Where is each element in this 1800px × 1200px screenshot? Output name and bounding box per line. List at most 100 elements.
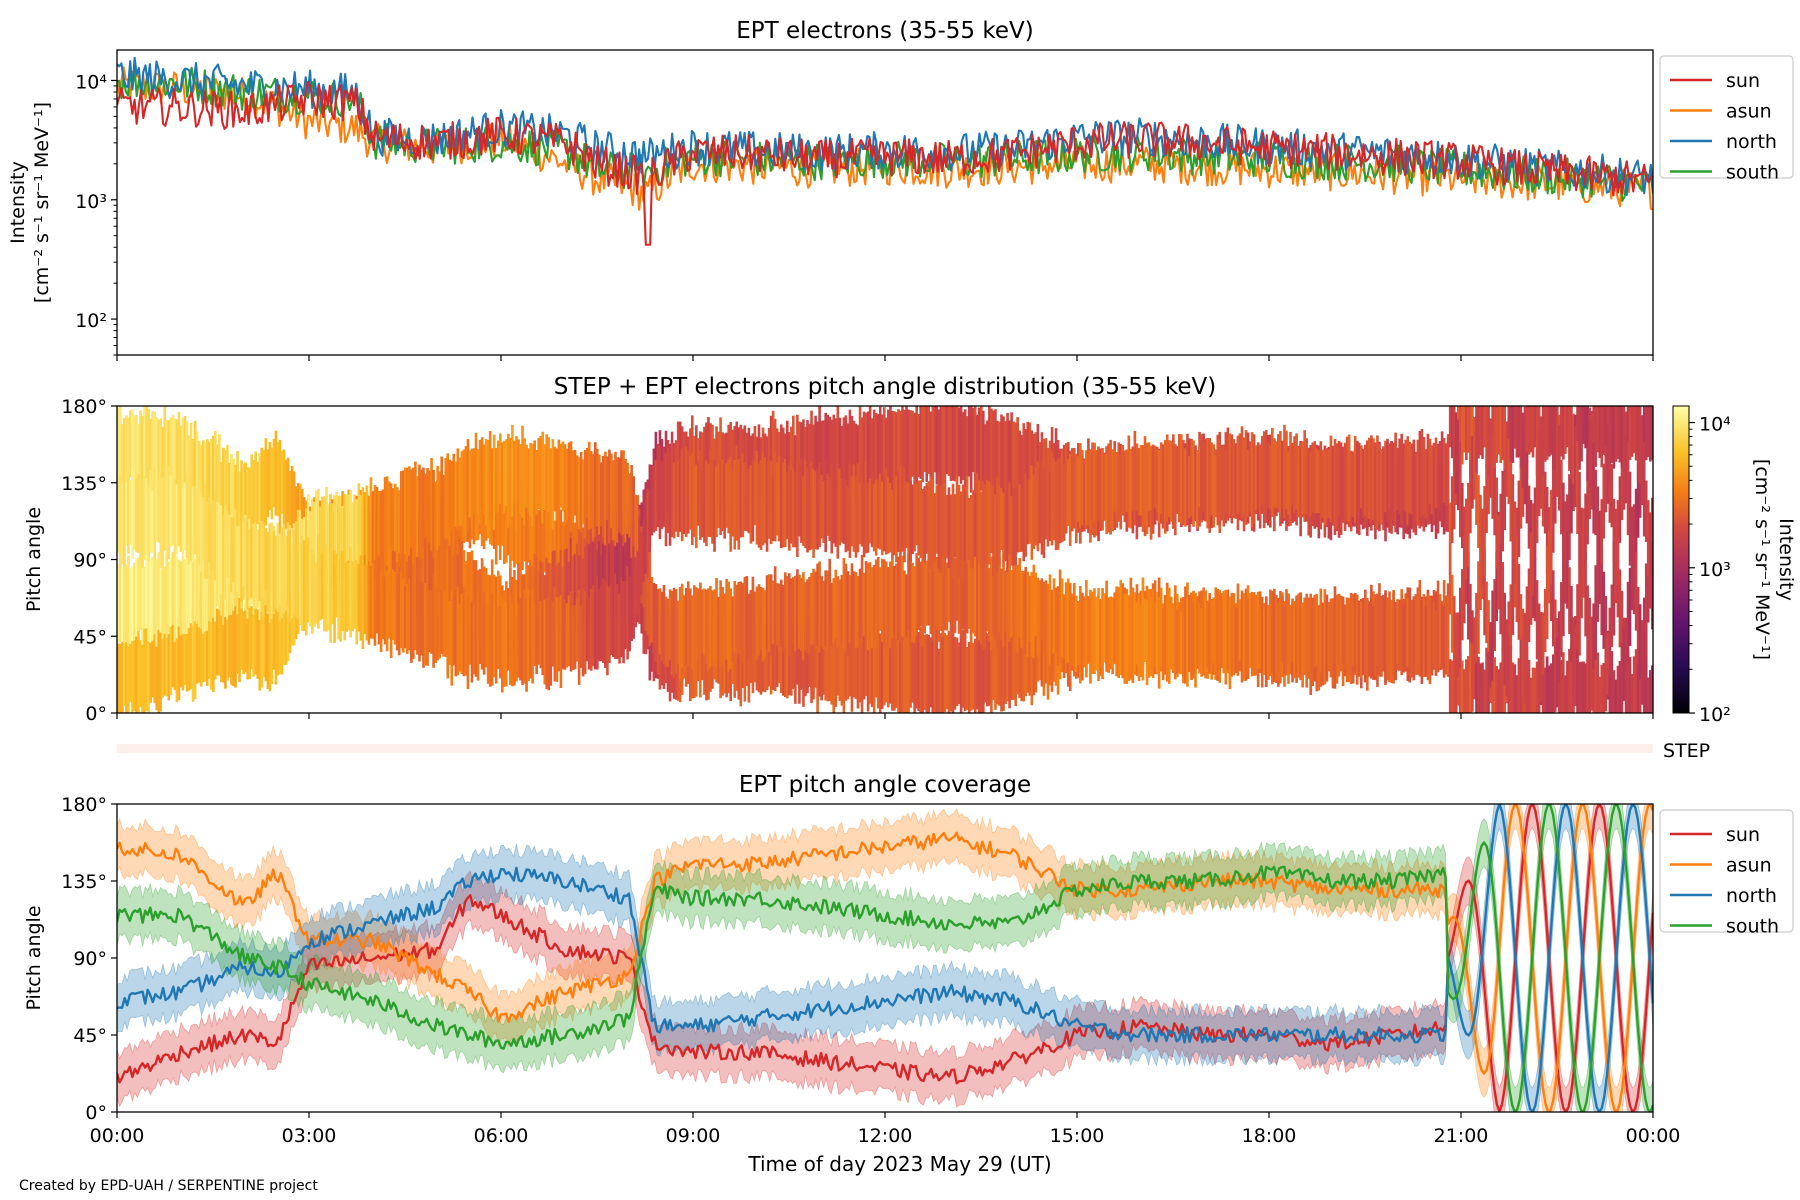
pad-heatmap-cell	[949, 639, 953, 712]
pad-heatmap-cell	[230, 517, 233, 593]
pad-heatmap-cell	[571, 606, 575, 670]
pad-heatmap-cell	[824, 629, 827, 701]
pad-heatmap-cell	[472, 603, 476, 675]
pad-heatmap-cell	[260, 447, 264, 522]
pad-heatmap-cell	[1479, 663, 1482, 713]
pad-heatmap-cell	[1414, 594, 1418, 675]
pad-heatmap-cell	[151, 410, 154, 492]
pad-heatmap-cell	[298, 542, 302, 625]
pad-heatmap-cell	[979, 406, 983, 491]
pad-heatmap-cell	[375, 487, 379, 563]
pad-heatmap-cell	[876, 479, 880, 549]
pad-heatmap-cell	[1602, 571, 1606, 649]
pad-heatmap-cell	[1295, 599, 1298, 683]
pad-heatmap-cell	[1028, 575, 1032, 642]
pad-heatmap-cell	[612, 576, 615, 658]
pad-heatmap-cell	[515, 436, 518, 530]
pad-heatmap-cell	[998, 485, 1001, 567]
pad-heatmap-cell	[333, 550, 336, 643]
pad-heatmap-cell	[1616, 665, 1620, 713]
pad-heatmap-cell	[1527, 660, 1531, 713]
pad-heatmap-cell	[165, 616, 169, 697]
pad-heatmap-cell	[125, 415, 128, 483]
pad-heatmap-cell	[187, 614, 191, 691]
pad-heatmap-cell	[197, 619, 201, 683]
pad-heatmap-cell	[292, 528, 296, 615]
pad-heatmap-cell	[866, 482, 870, 553]
pad-heatmap-cell	[181, 487, 185, 561]
pad-heatmap-cell	[889, 406, 892, 492]
pad-heatmap-cell	[260, 593, 264, 688]
pad-heatmap-cell	[482, 444, 486, 515]
pad-heatmap-cell	[1117, 442, 1121, 522]
pad-heatmap-cell	[1646, 677, 1650, 713]
pad-heatmap-cell	[1612, 498, 1616, 563]
pad-heatmap-cell	[448, 459, 452, 528]
pad-heatmap-cell	[1279, 431, 1282, 518]
pad-heatmap-cell	[1624, 434, 1628, 504]
pad-heatmap-cell	[1620, 641, 1624, 713]
pad-heatmap-cell	[1291, 598, 1294, 663]
pad-heatmap-cell	[565, 548, 569, 629]
pad-heatmap-cell	[543, 504, 547, 573]
pad-heatmap-cell	[1533, 558, 1537, 622]
pad-heatmap-cell	[652, 582, 656, 653]
pad-heatmap-cell	[818, 616, 821, 697]
pad-heatmap-cell	[725, 463, 728, 528]
pad-heatmap-cell	[636, 495, 640, 584]
pad-heatmap-cell	[602, 455, 605, 537]
pad-heatmap-cell	[705, 422, 708, 497]
pad-heatmap-cell	[1319, 441, 1323, 525]
pad-heatmap-cell	[185, 607, 189, 692]
pad-heatmap-cell	[1608, 607, 1612, 677]
pad-heatmap-cell	[1618, 476, 1622, 543]
pad-heatmap-cell	[258, 599, 262, 691]
pad-heatmap-cell	[1650, 406, 1653, 461]
pad-heatmap-cell	[197, 534, 201, 628]
pad-heatmap-cell	[1190, 592, 1193, 680]
pad-heatmap-cell	[1551, 570, 1555, 647]
pad-heatmap-cell	[735, 584, 739, 660]
pad-heatmap-cell	[604, 451, 607, 545]
pad-heatmap-cell	[1380, 595, 1383, 664]
pad-heatmap-cell	[990, 484, 993, 554]
pad-heatmap-cell	[977, 554, 981, 641]
pad-heatmap-cell	[1216, 434, 1220, 526]
pad-heatmap-cell	[135, 415, 138, 483]
pad-heatmap-cell	[1018, 484, 1022, 553]
pad-heatmap-cell	[967, 498, 971, 561]
pad-heatmap-cell	[818, 561, 821, 653]
pad-heatmap-cell	[876, 557, 880, 643]
pad-heatmap-cell	[773, 451, 777, 542]
pad-heatmap-cell	[1161, 605, 1165, 681]
pad-heatmap-cell	[602, 577, 605, 663]
pad-heatmap-cell	[1085, 580, 1088, 673]
pad-heatmap-cell	[345, 562, 348, 632]
pad-heatmap-cell	[507, 433, 510, 529]
pad-heatmap-cell	[151, 556, 154, 641]
pad-heatmap-cell	[747, 468, 751, 534]
pad-heatmap-cell	[640, 531, 644, 596]
pad-heatmap-cell	[907, 554, 910, 631]
pad-heatmap-cell	[1485, 647, 1488, 713]
pad-heatmap-cell	[501, 442, 504, 513]
pad-heatmap-cell	[1519, 639, 1523, 713]
pad-heatmap-cell	[511, 424, 514, 517]
pad-heatmap-cell	[790, 578, 793, 664]
pad-heatmap-cell	[1147, 442, 1151, 511]
pad-heatmap-cell	[759, 617, 763, 695]
pad-heatmap-cell	[1058, 569, 1062, 664]
pad-heatmap-cell	[1549, 663, 1553, 713]
pad-heatmap-cell	[856, 425, 860, 492]
pad-heatmap-cell	[830, 620, 834, 705]
x-tick-label: 00:00	[1626, 1125, 1681, 1147]
pad-heatmap-cell	[353, 566, 357, 629]
pad-heatmap-cell	[1044, 580, 1048, 655]
pad-heatmap-cell	[925, 634, 929, 713]
pad-heatmap-cell	[1111, 449, 1114, 532]
pad-heatmap-cell	[832, 473, 836, 544]
pad-heatmap-cell	[401, 515, 405, 601]
pad-heatmap-cell	[842, 477, 846, 544]
pad-heatmap-cell	[951, 406, 955, 481]
pad-heatmap-cell	[214, 431, 217, 525]
